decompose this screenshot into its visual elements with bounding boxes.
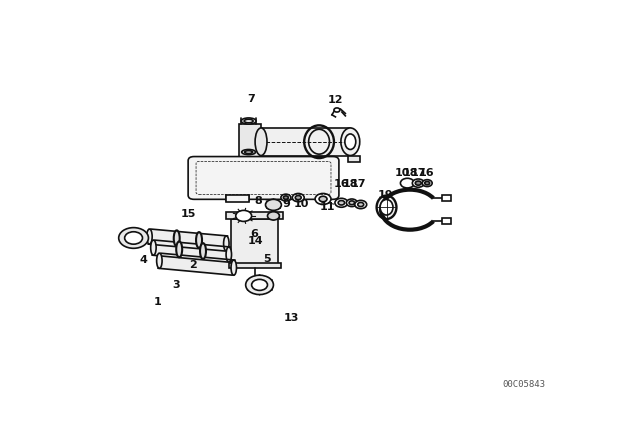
Bar — [227, 195, 249, 202]
Circle shape — [412, 179, 424, 187]
Text: 18: 18 — [403, 168, 419, 178]
Ellipse shape — [244, 151, 253, 154]
Bar — [442, 218, 451, 224]
Text: 19: 19 — [377, 190, 393, 200]
Text: 4: 4 — [139, 255, 147, 265]
Ellipse shape — [157, 253, 162, 268]
Circle shape — [334, 108, 340, 112]
Ellipse shape — [200, 243, 206, 259]
Circle shape — [266, 199, 282, 211]
Circle shape — [319, 196, 327, 202]
Circle shape — [125, 232, 143, 244]
Ellipse shape — [196, 232, 202, 248]
Ellipse shape — [223, 236, 229, 251]
Bar — [261, 128, 350, 155]
Bar — [239, 125, 261, 159]
Ellipse shape — [231, 260, 237, 275]
Circle shape — [268, 212, 280, 220]
Circle shape — [415, 181, 421, 185]
Circle shape — [284, 196, 289, 199]
Ellipse shape — [341, 128, 360, 155]
Circle shape — [118, 228, 148, 248]
Text: 8: 8 — [255, 196, 262, 206]
Circle shape — [349, 201, 355, 205]
Circle shape — [315, 194, 331, 204]
Text: 16: 16 — [333, 179, 349, 189]
Bar — [227, 212, 284, 220]
Text: 6: 6 — [251, 229, 259, 239]
Text: 14: 14 — [248, 236, 264, 246]
Circle shape — [425, 181, 429, 185]
Ellipse shape — [173, 230, 180, 246]
Circle shape — [346, 199, 357, 207]
Ellipse shape — [255, 128, 267, 155]
Circle shape — [335, 198, 348, 207]
Text: 13: 13 — [284, 313, 300, 323]
Ellipse shape — [376, 195, 396, 219]
Polygon shape — [148, 229, 228, 251]
Text: 12: 12 — [328, 95, 343, 105]
Bar — [348, 155, 360, 163]
Circle shape — [401, 178, 414, 188]
Ellipse shape — [147, 229, 152, 244]
Circle shape — [295, 195, 301, 200]
Circle shape — [338, 201, 344, 205]
Polygon shape — [152, 240, 230, 262]
Text: 15: 15 — [180, 209, 196, 219]
Circle shape — [292, 194, 304, 202]
Bar — [231, 220, 278, 264]
Ellipse shape — [176, 241, 182, 257]
Bar — [442, 195, 451, 201]
Circle shape — [355, 200, 367, 209]
Text: 00C05843: 00C05843 — [502, 380, 545, 389]
Text: 16: 16 — [419, 168, 435, 178]
Circle shape — [252, 280, 268, 290]
Text: 1: 1 — [154, 297, 162, 307]
Ellipse shape — [241, 118, 256, 124]
Text: 9: 9 — [282, 199, 290, 209]
Text: 7: 7 — [247, 94, 255, 104]
Text: 17: 17 — [411, 168, 426, 178]
FancyBboxPatch shape — [188, 156, 339, 199]
Circle shape — [281, 194, 291, 201]
Circle shape — [422, 180, 432, 186]
Ellipse shape — [244, 119, 253, 123]
Ellipse shape — [226, 247, 232, 262]
Ellipse shape — [380, 199, 393, 215]
Text: 10: 10 — [394, 168, 410, 178]
Ellipse shape — [236, 211, 252, 221]
Circle shape — [246, 275, 273, 294]
Text: 10: 10 — [294, 199, 309, 209]
Text: 18: 18 — [343, 179, 358, 189]
Ellipse shape — [242, 150, 255, 155]
Ellipse shape — [150, 240, 156, 255]
Circle shape — [358, 202, 364, 207]
Bar — [229, 263, 281, 267]
Polygon shape — [158, 253, 236, 275]
Text: 2: 2 — [189, 260, 197, 270]
Ellipse shape — [345, 134, 356, 150]
Text: 17: 17 — [351, 179, 367, 189]
Text: 5: 5 — [264, 254, 271, 264]
Text: 3: 3 — [172, 280, 180, 290]
Text: 11: 11 — [319, 202, 335, 212]
